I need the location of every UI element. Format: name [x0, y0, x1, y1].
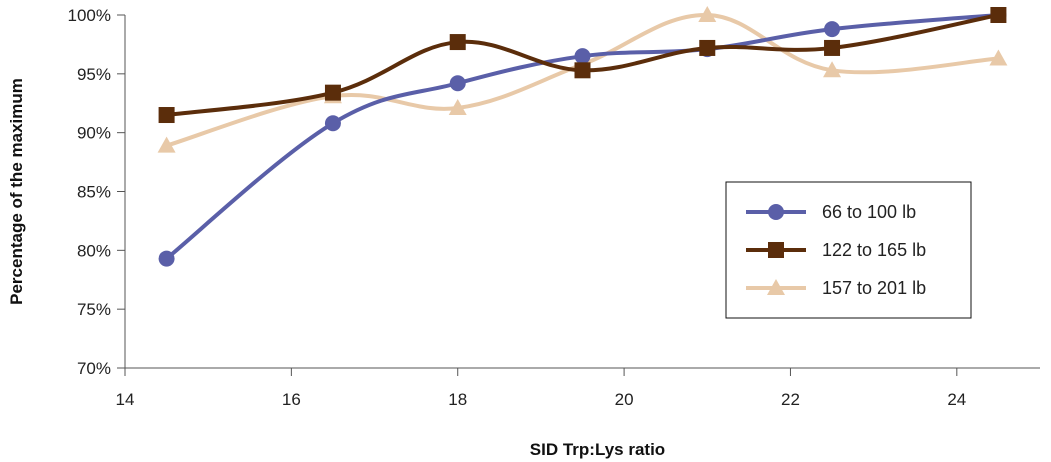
y-axis-title: Percentage of the maximum: [7, 78, 26, 305]
data-point-triangle: [823, 61, 842, 78]
y-tick-label: 90%: [77, 124, 111, 143]
data-point-square: [449, 34, 466, 51]
x-tick-label: 24: [947, 390, 966, 409]
legend-label: 122 to 165 lb: [822, 240, 926, 260]
data-point-square: [824, 39, 841, 56]
legend-label: 66 to 100 lb: [822, 202, 916, 222]
y-tick-label: 75%: [77, 300, 111, 319]
data-point-triangle: [157, 136, 176, 153]
series-layer: [157, 6, 1008, 267]
x-tick-label: 18: [448, 390, 467, 409]
data-point-square: [574, 62, 591, 79]
x-tick-label: 16: [282, 390, 301, 409]
legend-marker-triangle: [767, 279, 785, 295]
y-tick-label: 85%: [77, 183, 111, 202]
x-tick-label: 14: [116, 390, 135, 409]
series-triangle: [157, 6, 1008, 153]
legend-marker-circle: [768, 204, 784, 220]
data-point-square: [699, 39, 716, 56]
x-ticks: 14 16 18 20 22 24: [116, 368, 966, 409]
data-point-triangle: [448, 98, 467, 115]
x-axis-title: SID Trp:Lys ratio: [530, 440, 665, 459]
data-point-square: [324, 84, 341, 101]
legend: 66 to 100 lb 122 to 165 lb 157 to 201 lb: [725, 181, 972, 319]
y-tick-label: 80%: [77, 241, 111, 260]
y-ticks: 70% 75% 80% 85% 90% 95% 100%: [68, 6, 125, 378]
series-square: [158, 7, 1007, 124]
legend-marker-square: [768, 242, 784, 258]
data-point-triangle: [989, 49, 1008, 66]
y-tick-label: 95%: [77, 65, 111, 84]
data-point-square: [158, 107, 175, 124]
legend-label: 157 to 201 lb: [822, 278, 926, 298]
data-point-circle: [574, 48, 591, 65]
data-point-circle: [158, 250, 175, 267]
series-line: [166, 12, 999, 148]
series-circle: [158, 7, 1007, 267]
data-point-triangle: [698, 6, 717, 22]
data-point-square: [990, 7, 1007, 23]
data-point-circle: [824, 21, 841, 38]
y-tick-label: 100%: [68, 6, 111, 25]
x-tick-label: 20: [615, 390, 634, 409]
data-point-circle: [324, 115, 341, 132]
y-tick-label: 70%: [77, 359, 111, 378]
data-point-circle: [449, 75, 466, 92]
x-tick-label: 22: [781, 390, 800, 409]
